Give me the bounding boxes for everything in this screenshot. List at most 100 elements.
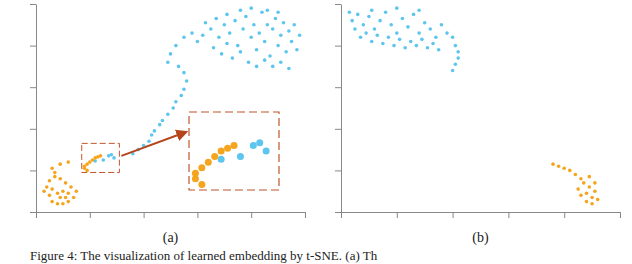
- point: [384, 11, 388, 15]
- point: [579, 177, 583, 181]
- point: [255, 48, 259, 52]
- points: [348, 6, 600, 205]
- point: [350, 19, 354, 23]
- tick-mark: [564, 212, 565, 218]
- point: [201, 33, 205, 37]
- y-axis: [335, 5, 342, 213]
- point: [69, 185, 73, 189]
- point: [423, 21, 427, 25]
- point: [375, 33, 379, 37]
- panel: (b): [335, 5, 621, 247]
- panel: (a): [30, 0, 632, 264]
- point: [593, 189, 597, 193]
- inset-point: [237, 153, 244, 160]
- point: [456, 56, 460, 60]
- inset-point: [211, 153, 218, 160]
- point: [190, 31, 194, 35]
- tick-mark: [30, 212, 36, 213]
- point: [551, 162, 555, 166]
- tick: [335, 87, 341, 88]
- point: [574, 173, 578, 177]
- point: [295, 48, 299, 52]
- tick-mark: [453, 212, 454, 218]
- point: [282, 21, 286, 25]
- inset-point: [250, 142, 257, 149]
- point: [247, 60, 251, 64]
- tick-mark: [36, 212, 37, 218]
- point: [150, 133, 154, 137]
- point: [263, 58, 267, 62]
- x-axis: [342, 212, 621, 218]
- point: [454, 63, 458, 67]
- point: [593, 181, 597, 185]
- point: [212, 46, 216, 50]
- tick-mark: [90, 212, 91, 218]
- point: [182, 87, 186, 91]
- point: [290, 40, 294, 44]
- point: [362, 23, 366, 27]
- tick-mark: [335, 87, 341, 88]
- point: [223, 23, 227, 27]
- point: [204, 21, 208, 25]
- tick: [564, 212, 565, 218]
- point: [209, 27, 213, 31]
- point: [182, 35, 186, 39]
- point: [66, 160, 70, 164]
- point: [420, 38, 424, 42]
- point: [582, 181, 586, 185]
- point: [50, 200, 54, 204]
- point: [415, 44, 419, 48]
- point: [364, 31, 368, 35]
- point: [56, 191, 60, 195]
- point: [359, 35, 363, 39]
- y-axis: [30, 5, 37, 213]
- point: [241, 27, 245, 31]
- point: [166, 112, 170, 116]
- point: [426, 46, 430, 50]
- tick: [90, 212, 91, 218]
- tick: [335, 170, 341, 171]
- point: [367, 15, 371, 19]
- point: [58, 177, 62, 181]
- point: [179, 94, 183, 98]
- panel-label: (b): [472, 230, 489, 246]
- tick: [305, 212, 306, 218]
- point: [378, 19, 382, 23]
- tick-mark: [30, 87, 36, 88]
- point: [158, 123, 162, 127]
- point: [257, 31, 261, 35]
- tick-mark: [620, 212, 621, 218]
- point: [401, 17, 405, 21]
- point: [182, 71, 186, 75]
- point: [161, 119, 165, 123]
- point: [437, 48, 441, 52]
- point: [284, 50, 288, 54]
- tick: [335, 4, 341, 5]
- point: [147, 139, 151, 143]
- point: [585, 191, 589, 195]
- point: [42, 189, 46, 193]
- point: [431, 42, 435, 46]
- tick: [144, 212, 145, 218]
- point: [428, 27, 432, 31]
- point: [110, 153, 114, 157]
- point: [568, 169, 572, 173]
- point: [236, 44, 240, 48]
- point: [233, 19, 237, 23]
- point: [276, 44, 280, 48]
- tick: [341, 212, 342, 218]
- point: [225, 42, 229, 46]
- tick-mark: [335, 212, 341, 213]
- point: [287, 29, 291, 33]
- tick-mark: [335, 170, 341, 171]
- zoom-arrow: [121, 132, 186, 156]
- point: [220, 52, 224, 56]
- point: [196, 40, 200, 44]
- point: [214, 17, 218, 21]
- point: [445, 31, 449, 35]
- point: [153, 129, 157, 133]
- point: [45, 185, 49, 189]
- inset-point: [218, 156, 225, 163]
- inset-point: [198, 164, 205, 171]
- inset-point: [231, 142, 238, 149]
